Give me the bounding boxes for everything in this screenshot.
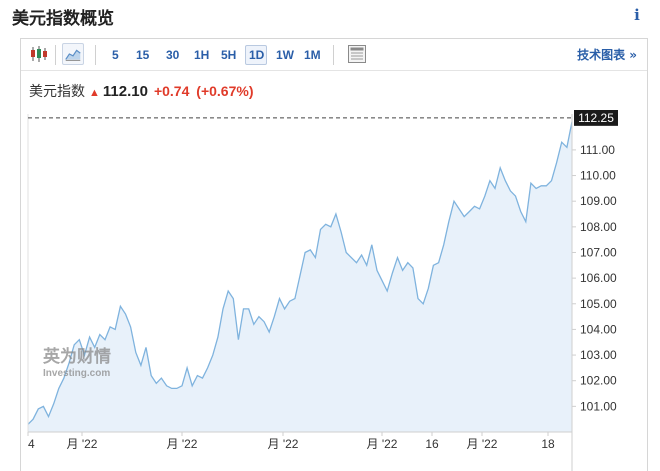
y-tick-label: 103.00	[580, 348, 617, 362]
interval-1h-button[interactable]: 1H	[194, 48, 210, 62]
y-tick-label: 104.00	[580, 322, 617, 336]
up-arrow-icon: ▲	[89, 87, 100, 99]
area-chart-icon[interactable]	[62, 43, 84, 65]
current-price-tag	[574, 110, 618, 126]
y-tick-label: 105.00	[580, 297, 617, 311]
watermark: 英为财情 Investing.com	[43, 346, 111, 379]
interval-1m-button[interactable]: 1M	[304, 48, 321, 62]
y-tick-label: 106.00	[580, 271, 617, 285]
table-view-icon[interactable]	[346, 43, 368, 65]
instrument-name: 美元指数	[29, 84, 85, 100]
y-tick-label: 110.00	[580, 169, 616, 183]
x-tick-label: 18	[541, 437, 555, 451]
x-tick-label: 月 '22	[367, 437, 398, 451]
last-price: 112.10	[102, 83, 148, 100]
x-axis: 4 月 '22 月 '22 月 '22 月 '22 16 月 '22 18	[27, 431, 572, 451]
toolbar-separator	[55, 45, 56, 65]
y-tick-label: 107.00	[580, 245, 617, 259]
toolbar-separator	[333, 45, 334, 65]
y-axis: 112.25 111.00 110.00 109.00 108.00 107.00 106.…	[571, 110, 618, 471]
interval-1d-button[interactable]: 1D	[245, 45, 267, 65]
watermark-en: Investing.com	[43, 368, 110, 379]
quote-line: 美元指数 ▲ 112.10 +0.74 (+0.67%)	[29, 81, 253, 101]
price-line	[27, 121, 573, 425]
x-tick-label: 月 '22	[268, 437, 299, 451]
technical-chart-link[interactable]: 技术图表 »	[577, 48, 637, 62]
price-change-percent: (+0.67%)	[196, 83, 254, 99]
interval-15-button[interactable]: 15	[136, 48, 150, 62]
candlestick-icon[interactable]	[28, 43, 50, 65]
plot-area	[27, 114, 573, 432]
x-tick-label: 4	[28, 437, 35, 451]
price-change: +0.74	[153, 83, 190, 99]
x-tick-label: 月 '22	[467, 437, 498, 451]
y-tick-label: 102.00	[580, 374, 617, 388]
current-price-label: 112.25	[578, 111, 614, 125]
interval-5-button[interactable]: 5	[112, 48, 119, 62]
page-title: 美元指数概览	[12, 9, 114, 29]
interval-30-button[interactable]: 30	[166, 48, 180, 62]
x-tick-label: 月 '22	[67, 437, 98, 451]
y-tick-label: 108.00	[580, 220, 617, 234]
chart-toolbar: 5 15 30 1H 5H 1D 1W 1M 技术图表 »	[21, 39, 647, 71]
interval-1w-button[interactable]: 1W	[276, 48, 294, 62]
y-tick-label: 111.00	[580, 143, 615, 157]
interval-5h-button[interactable]: 5H	[221, 48, 237, 62]
info-icon[interactable]: i	[634, 6, 640, 24]
y-tick-label: 109.00	[580, 194, 617, 208]
price-chart[interactable]: 112.25 111.00 110.00 109.00 108.00 107.00 106.…	[0, 110, 640, 471]
x-tick-label: 月 '22	[167, 437, 198, 451]
x-tick-label: 16	[425, 437, 439, 451]
toolbar-separator	[95, 45, 96, 65]
chart-panel: 5 15 30 1H 5H 1D 1W 1M 技术图表 » 美元指数 ▲ 112.1…	[20, 38, 648, 471]
watermark-cn: 英为财情	[43, 346, 111, 367]
y-tick-label: 101.00	[580, 399, 617, 413]
